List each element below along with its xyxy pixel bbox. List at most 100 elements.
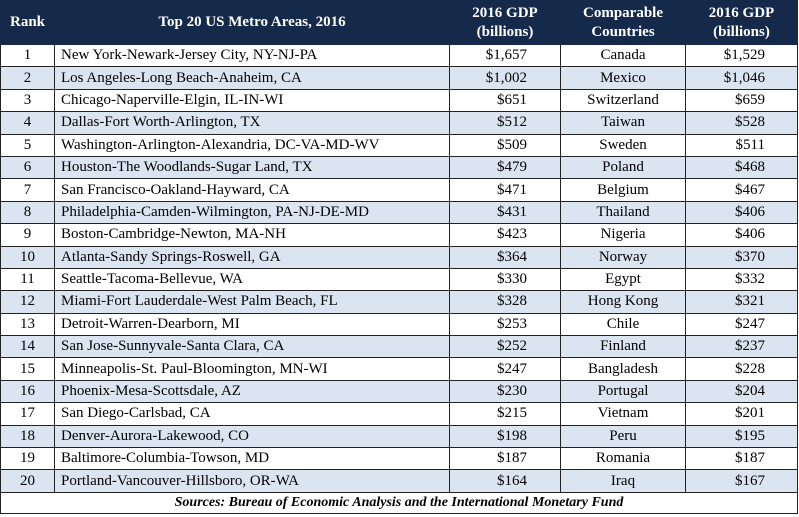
table-row: 11 Seattle-Tacoma-Bellevue, WA $330 Egypt $3… — [0, 267, 798, 292]
metro-gdp-cell: $252 — [449, 335, 561, 359]
country-gdp-cell: $511 — [685, 133, 798, 157]
header-country-gdp: 2016 GDP (billions) — [685, 0, 798, 45]
metro-gdp-cell: $512 — [449, 111, 561, 135]
comparable-country-cell: Belgium — [560, 178, 686, 202]
rank-cell: 7 — [0, 178, 55, 202]
country-gdp-cell: $528 — [685, 111, 798, 135]
header-comparable-countries: Comparable Countries — [560, 0, 686, 45]
metro-gdp-cell: $479 — [449, 155, 561, 180]
metro-gdp-cell: $423 — [449, 223, 561, 247]
table-row: 2 Los Angeles-Long Beach-Anaheim, CA $1,00… — [0, 66, 798, 90]
header-metro-gdp-line2: (billions) — [476, 23, 534, 40]
metro-area-cell: Minneapolis-St. Paul-Bloomington, MN-WI — [54, 357, 450, 381]
rank-cell: 3 — [0, 88, 55, 113]
metro-gdp-cell: $187 — [449, 447, 561, 471]
rank-cell: 5 — [0, 133, 55, 157]
comparable-country-cell: Bangladesh — [560, 357, 686, 381]
rank-cell: 15 — [0, 357, 55, 381]
metro-gdp-cell: $198 — [449, 424, 561, 449]
comparable-country-cell: Hong Kong — [560, 290, 686, 314]
metro-gdp-cell: $364 — [449, 245, 561, 269]
comparable-country-cell: Sweden — [560, 133, 686, 157]
country-gdp-cell: $332 — [685, 267, 798, 292]
rank-cell: 11 — [0, 267, 55, 292]
table-row: 17 San Diego-Carlsbad, CA $215 Vietnam $201 — [0, 402, 798, 426]
rank-cell: 9 — [0, 223, 55, 247]
rank-cell: 8 — [0, 200, 55, 225]
sources-row: Sources: Bureau of Economic Analysis and… — [0, 491, 798, 514]
country-gdp-cell: $228 — [685, 357, 798, 381]
metro-area-cell: Portland-Vancouver-Hillsboro, OR-WA — [54, 469, 450, 493]
comparable-country-cell: Egypt — [560, 267, 686, 292]
country-gdp-cell: $237 — [685, 335, 798, 359]
metro-area-cell: Detroit-Warren-Dearborn, MI — [54, 312, 450, 337]
table-row: 8 Philadelphia-Camden-Wilmington, PA-NJ-D… — [0, 200, 798, 225]
rank-cell: 14 — [0, 335, 55, 359]
rank-cell: 16 — [0, 379, 55, 404]
table-row: 12 Miami-Fort Lauderdale-West Palm Beach,… — [0, 290, 798, 314]
comparable-country-cell: Peru — [560, 424, 686, 449]
metro-gdp-cell: $247 — [449, 357, 561, 381]
table-row: 13 Detroit-Warren-Dearborn, MI $253 Chile $2… — [0, 312, 798, 337]
country-gdp-cell: $195 — [685, 424, 798, 449]
header-rank: Rank — [0, 0, 55, 45]
metro-gdp-cell: $1,657 — [449, 43, 561, 68]
comparable-country-cell: Romania — [560, 447, 686, 471]
metro-area-cell: Philadelphia-Camden-Wilmington, PA-NJ-DE… — [54, 200, 450, 225]
comparable-country-cell: Portugal — [560, 379, 686, 404]
metro-area-cell: Miami-Fort Lauderdale-West Palm Beach, F… — [54, 290, 450, 314]
country-gdp-cell: $201 — [685, 402, 798, 426]
country-gdp-cell: $370 — [685, 245, 798, 269]
table-row: 19 Baltimore-Columbia-Towson, MD $187 Roman… — [0, 447, 798, 471]
rank-cell: 1 — [0, 43, 55, 68]
metro-gdp-cell: $431 — [449, 200, 561, 225]
metro-area-cell: Baltimore-Columbia-Towson, MD — [54, 447, 450, 471]
rank-cell: 17 — [0, 402, 55, 426]
rank-cell: 4 — [0, 111, 55, 135]
sources-note: Sources: Bureau of Economic Analysis and… — [0, 491, 798, 514]
comparable-country-cell: Iraq — [560, 469, 686, 493]
header-metro-gdp: 2016 GDP (billions) — [449, 0, 561, 45]
metro-gdp-cell: $330 — [449, 267, 561, 292]
country-gdp-cell: $187 — [685, 447, 798, 471]
metro-gdp-cell: $328 — [449, 290, 561, 314]
metro-area-cell: Phoenix-Mesa-Scottsdale, AZ — [54, 379, 450, 404]
rank-cell: 19 — [0, 447, 55, 471]
metro-gdp-cell: $1,002 — [449, 66, 561, 90]
metro-area-cell: Houston-The Woodlands-Sugar Land, TX — [54, 155, 450, 180]
table-row: 3 Chicago-Naperville-Elgin, IL-IN-WI $651 S… — [0, 88, 798, 113]
comparable-country-cell: Switzerland — [560, 88, 686, 113]
comparable-country-cell: Thailand — [560, 200, 686, 225]
rank-cell: 2 — [0, 66, 55, 90]
table-row: 20 Portland-Vancouver-Hillsboro, OR-WA $16… — [0, 469, 798, 493]
header-country-gdp-line1: 2016 GDP — [708, 4, 775, 21]
table-header: Rank Top 20 US Metro Areas, 2016 2016 GD… — [0, 0, 798, 45]
country-gdp-cell: $659 — [685, 88, 798, 113]
table-row: 1 New York-Newark-Jersey City, NY-NJ-PA $1… — [0, 43, 798, 68]
header-row: Rank Top 20 US Metro Areas, 2016 2016 GD… — [0, 0, 798, 45]
header-country-gdp-line2: (billions) — [713, 23, 770, 40]
comparable-country-cell: Norway — [560, 245, 686, 269]
table-row: 7 San Francisco-Oakland-Hayward, CA $471 Be… — [0, 178, 798, 202]
comparable-country-cell: Vietnam — [560, 402, 686, 426]
rank-cell: 10 — [0, 245, 55, 269]
rank-cell: 18 — [0, 424, 55, 449]
country-gdp-cell: $406 — [685, 200, 798, 225]
header-metro-gdp-line1: 2016 GDP — [472, 4, 538, 21]
header-metro-areas: Top 20 US Metro Areas, 2016 — [54, 0, 450, 45]
table-row: 9 Boston-Cambridge-Newton, MA-NH $423 Niger… — [0, 223, 798, 247]
metro-gdp-cell: $230 — [449, 379, 561, 404]
rank-cell: 12 — [0, 290, 55, 314]
table-row: 5 Washington-Arlington-Alexandria, DC-VA-… — [0, 133, 798, 157]
table-row: 4 Dallas-Fort Worth-Arlington, TX $512 Taiw… — [0, 111, 798, 135]
metro-gdp-cell: $215 — [449, 402, 561, 426]
metro-area-cell: San Diego-Carlsbad, CA — [54, 402, 450, 426]
rank-cell: 6 — [0, 155, 55, 180]
comparable-country-cell: Chile — [560, 312, 686, 337]
metro-area-cell: San Francisco-Oakland-Hayward, CA — [54, 178, 450, 202]
rank-cell: 13 — [0, 312, 55, 337]
comparable-country-cell: Poland — [560, 155, 686, 180]
comparable-country-cell: Nigeria — [560, 223, 686, 247]
